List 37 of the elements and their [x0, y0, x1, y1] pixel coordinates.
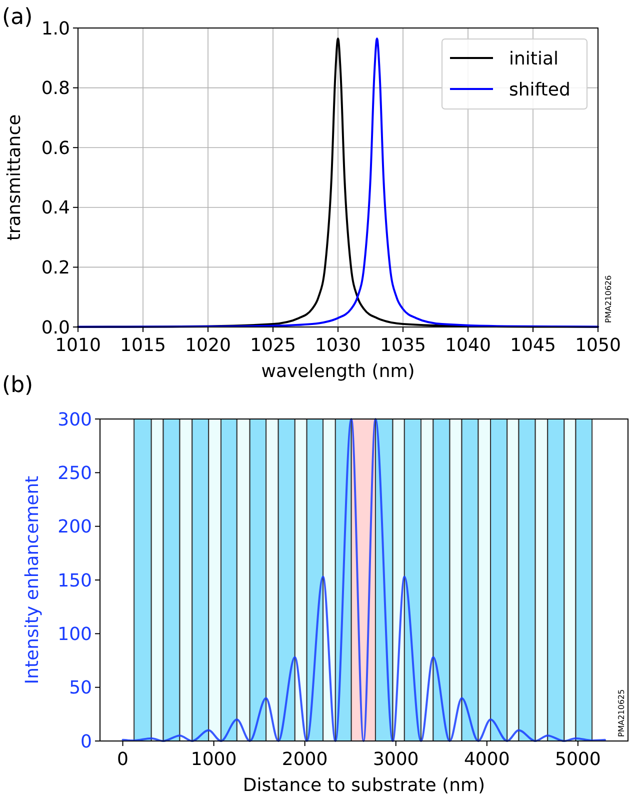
y-tick-label: 0.4: [41, 198, 70, 219]
x-tick-label: 1050: [575, 335, 621, 356]
y-tick-label: 0.8: [41, 78, 70, 100]
chart-title: (b): [2, 373, 34, 398]
y-tick-label: 0.6: [41, 138, 70, 159]
x-tick-label: 1025: [250, 335, 296, 356]
chart-title: (a): [2, 5, 33, 30]
y-tick-label: 150: [58, 570, 92, 592]
y-tick-label: 200: [58, 516, 92, 538]
x-tick-label: 5000: [555, 749, 601, 770]
y-tick-label: 1.0: [41, 18, 70, 40]
x-axis-title: wavelength (nm): [261, 361, 415, 382]
x-tick-label: 1020: [185, 335, 231, 356]
y-tick-label: 0: [80, 731, 92, 752]
x-tick-label: 4000: [464, 749, 510, 770]
x-tick-label: 1030: [315, 335, 361, 356]
y-tick-label: 250: [58, 462, 92, 484]
legend-label: initial: [509, 48, 558, 70]
y-axis-title: Intensity enhancement: [22, 476, 43, 684]
x-tick-label: 2000: [282, 749, 328, 770]
x-tick-label: 1000: [190, 749, 237, 770]
annotation: PMA210625: [617, 689, 626, 737]
text: PMA210626: [604, 275, 613, 323]
y-axis-title: transmittance: [4, 114, 25, 241]
x-tick-label: 1015: [120, 335, 166, 356]
x-axis-title: Distance to substrate (nm): [242, 775, 486, 796]
x-tick-label: 1035: [380, 335, 426, 356]
y-tick-label: 0.2: [41, 258, 70, 278]
x-tick-label: 0: [117, 749, 128, 770]
legend-label: shifted: [509, 79, 570, 100]
y-tick-label: 100: [58, 624, 92, 645]
x-tick-label: 1045: [510, 335, 556, 356]
line-series: [122, 418, 606, 742]
y-tick-label: 300: [58, 409, 92, 430]
x-tick-label: 3000: [372, 749, 419, 770]
x-tick-label: 1040: [445, 335, 491, 356]
y-tick-label: 50: [69, 678, 92, 699]
